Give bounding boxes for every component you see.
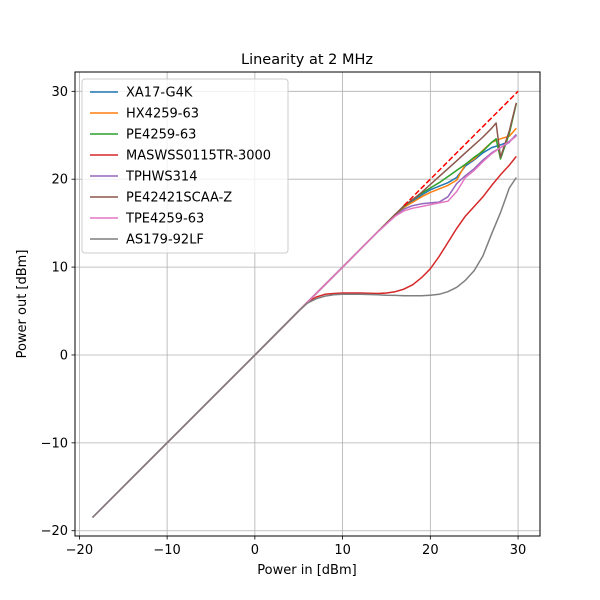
legend-label-7: TPE4259-63 bbox=[125, 212, 204, 227]
x-tick-label: 20 bbox=[422, 543, 439, 558]
legend-label-2: HX4259-63 bbox=[126, 107, 199, 122]
reference-line bbox=[403, 90, 519, 207]
legend: XA17-G4K HX4259-63 PE4259-63 MASWSS0115TR-3… bbox=[81, 78, 289, 254]
ticks: −20 −10 0 10 20 30 −20 −10 0 10 20 30 bbox=[41, 85, 527, 558]
y-tick-label: 30 bbox=[51, 85, 68, 100]
legend-label-1: XA17-G4K bbox=[126, 86, 193, 101]
y-tick-label: 0 bbox=[60, 348, 68, 363]
legend-label-8: AS179-92LF bbox=[126, 233, 204, 248]
y-tick-label: −10 bbox=[41, 436, 68, 451]
x-axis-label: Power in [dBm] bbox=[257, 563, 356, 578]
series-line-4 bbox=[91, 155, 517, 519]
plot-frame bbox=[74, 71, 541, 537]
legend-label-3: PE4259-63 bbox=[126, 128, 196, 143]
y-tick-label: −20 bbox=[41, 524, 68, 539]
y-tick-label: 20 bbox=[51, 173, 68, 188]
series-line-7 bbox=[91, 135, 517, 519]
series-layer bbox=[91, 90, 519, 519]
y-axis-label: Power out [dBm] bbox=[15, 250, 30, 359]
x-tick-label: −20 bbox=[66, 543, 93, 558]
x-tick-label: 0 bbox=[251, 543, 259, 558]
x-tick-label: 10 bbox=[334, 543, 351, 558]
x-tick-label: −10 bbox=[153, 543, 180, 558]
legend-label-4: MASWSS0115TR-3000 bbox=[126, 149, 271, 164]
legend-label-5: TPHWS314 bbox=[125, 170, 197, 185]
x-tick-label: 30 bbox=[510, 543, 527, 558]
chart-title: Linearity at 2 MHz bbox=[241, 52, 373, 68]
series-line-8 bbox=[91, 177, 517, 519]
legend-box bbox=[81, 78, 289, 254]
y-tick-label: 10 bbox=[51, 261, 68, 276]
legend-label-6: PE42421SCAA-Z bbox=[126, 191, 232, 206]
